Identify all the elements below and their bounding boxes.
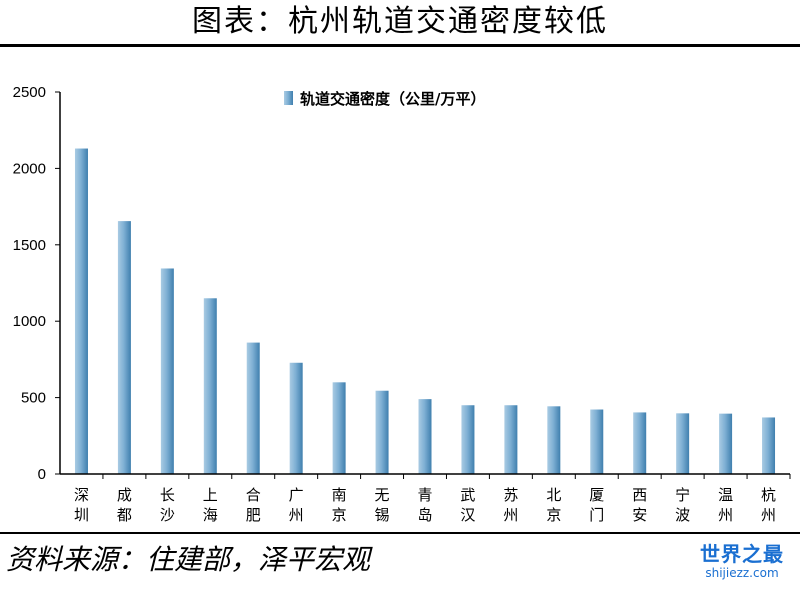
page-title: 图表：杭州轨道交通密度较低 [192, 4, 608, 39]
x-category-label: 西安 [632, 486, 647, 524]
footer-divider [0, 532, 800, 534]
x-category-label: 无锡 [375, 486, 390, 524]
y-tick-label: 2000 [13, 160, 46, 177]
bar-6 [289, 362, 303, 474]
x-category-label: 合肥 [246, 486, 261, 524]
x-category-label: 深圳 [74, 486, 89, 524]
bar-12 [547, 406, 561, 474]
bar-16 [719, 413, 733, 474]
y-tick-label: 2500 [13, 84, 46, 101]
bar-9 [418, 399, 432, 474]
x-category-label: 长沙 [160, 486, 175, 524]
x-category-label: 成都 [117, 486, 132, 524]
source-note: 资料来源：住建部，泽平宏观 [6, 543, 371, 576]
bars [74, 148, 776, 474]
bar-14 [633, 412, 647, 474]
x-category-label: 广州 [289, 486, 304, 524]
y-tick-label: 0 [38, 466, 46, 483]
legend-swatch [284, 91, 293, 105]
bar-3 [160, 268, 174, 474]
x-category-label: 苏州 [503, 486, 518, 524]
y-tick-label: 1000 [13, 313, 46, 330]
x-category-label: 北京 [546, 486, 561, 524]
title-divider [0, 44, 800, 47]
legend-label: 轨道交通密度（公里/万平） [300, 90, 485, 108]
bar-10 [461, 405, 475, 474]
bar-11 [504, 405, 518, 474]
bar-7 [332, 382, 346, 474]
watermark-logo: 世界之最 [700, 542, 784, 566]
x-category-label: 杭州 [761, 486, 776, 524]
bar-13 [590, 409, 604, 474]
x-category-label: 武汉 [460, 486, 475, 524]
bar-2 [117, 221, 131, 474]
x-category-label: 宁波 [675, 486, 690, 524]
x-category-label: 南京 [332, 486, 347, 524]
y-tick-label: 1500 [13, 237, 46, 254]
legend: 轨道交通密度（公里/万平） [284, 90, 485, 108]
x-category-label: 温州 [718, 486, 733, 524]
watermark: 世界之最 shijiezz.com [692, 542, 792, 580]
y-axis-ticks: 0 500 1000 1500 2000 2500 [13, 84, 60, 483]
bar-1 [74, 148, 88, 474]
x-category-label: 上海 [203, 486, 218, 524]
y-tick-label: 500 [21, 390, 46, 407]
bar-chart: 0 500 1000 1500 2000 2500 深圳成都长沙上海合肥广州南京无锡青岛武… [13, 84, 791, 524]
x-category-label: 青岛 [417, 486, 432, 524]
bar-17 [762, 417, 776, 474]
x-category-label: 厦门 [589, 486, 604, 524]
bar-8 [375, 390, 389, 474]
bar-5 [246, 342, 260, 474]
bar-4 [203, 298, 217, 474]
watermark-url: shijiezz.com [705, 566, 779, 580]
bar-15 [676, 413, 690, 474]
